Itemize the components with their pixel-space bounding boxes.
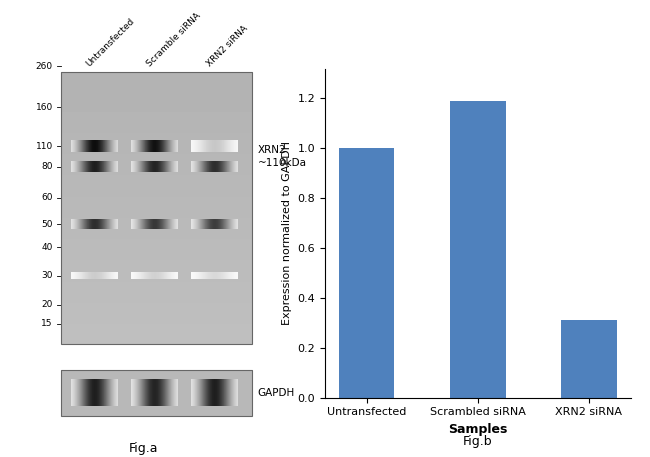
Text: 20: 20 bbox=[42, 300, 53, 309]
Text: Fig.a: Fig.a bbox=[128, 442, 158, 455]
Bar bbox=[61, 72, 252, 344]
X-axis label: Samples: Samples bbox=[448, 423, 508, 436]
Text: 15: 15 bbox=[42, 319, 53, 329]
Text: 160: 160 bbox=[36, 103, 53, 112]
Bar bbox=[561, 320, 617, 398]
Text: 50: 50 bbox=[42, 220, 53, 229]
Text: 60: 60 bbox=[42, 193, 53, 202]
Y-axis label: Expression normalized to GAPDH: Expression normalized to GAPDH bbox=[282, 141, 292, 325]
Bar bbox=[339, 149, 395, 398]
Text: Untransfected: Untransfected bbox=[84, 16, 136, 68]
Bar bbox=[450, 101, 506, 398]
Text: 80: 80 bbox=[42, 162, 53, 171]
Bar bbox=[61, 370, 252, 416]
Text: XRN2 siRNA: XRN2 siRNA bbox=[205, 24, 250, 68]
Text: Fig.b: Fig.b bbox=[463, 435, 493, 448]
Text: 30: 30 bbox=[42, 271, 53, 280]
Text: 110: 110 bbox=[36, 142, 53, 151]
Text: 40: 40 bbox=[42, 243, 53, 251]
Text: XRN2
~110kDa: XRN2 ~110kDa bbox=[257, 145, 307, 168]
Text: 260: 260 bbox=[36, 62, 53, 70]
Text: GAPDH: GAPDH bbox=[257, 388, 295, 398]
Text: Scramble siRNA: Scramble siRNA bbox=[145, 11, 202, 68]
